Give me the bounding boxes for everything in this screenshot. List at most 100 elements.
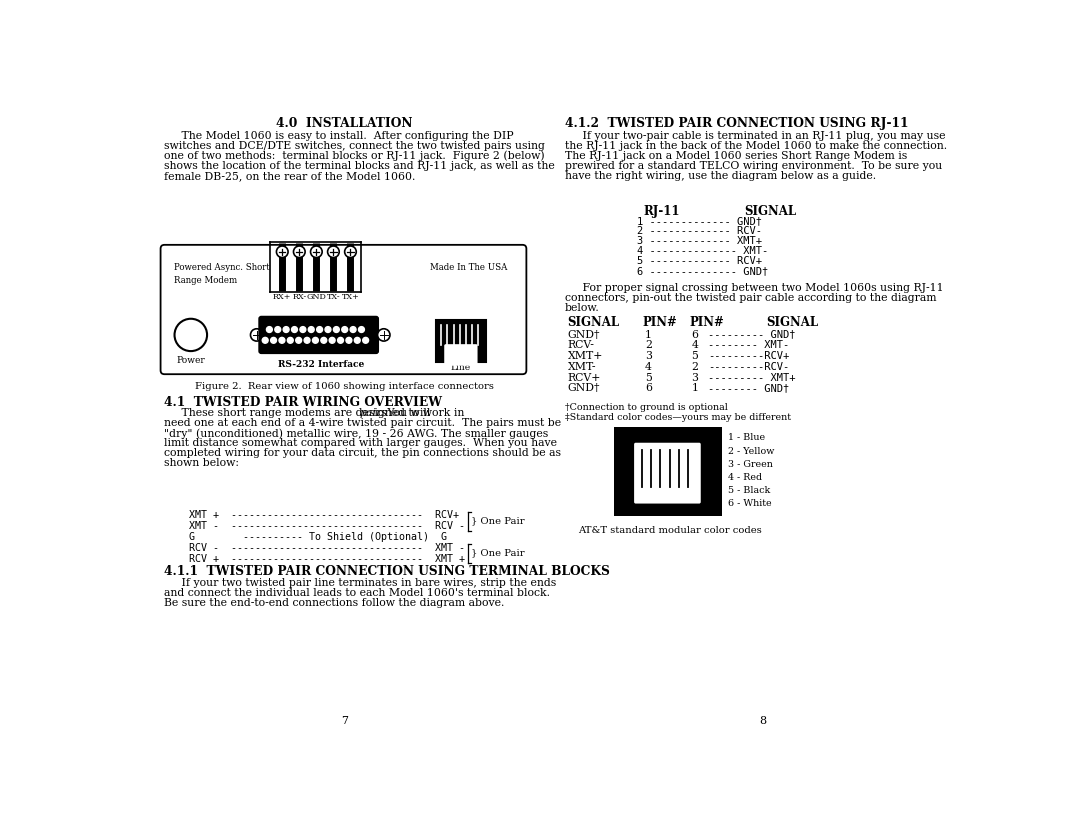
Text: limit distance somewhat compared with larger gauges.  When you have: limit distance somewhat compared with la… (164, 438, 557, 448)
Text: ---------RCV+: ---------RCV+ (708, 351, 789, 361)
Text: 4: 4 (645, 362, 652, 372)
Text: } One Pair: } One Pair (471, 548, 525, 557)
Circle shape (271, 338, 276, 344)
Text: 7: 7 (341, 716, 348, 726)
Text: 3: 3 (691, 373, 699, 383)
Text: For proper signal crossing between two Model 1060s using RJ-11: For proper signal crossing between two M… (565, 284, 944, 294)
Text: RCV -  --------------------------------  XMT -: RCV - -------------------------------- X… (189, 543, 465, 553)
Bar (435, 319, 486, 362)
Text: 4.1.1  TWISTED PAIR CONNECTION USING TERMINAL BLOCKS: 4.1.1 TWISTED PAIR CONNECTION USING TERM… (164, 565, 610, 578)
Text: AT&T standard modular color codes: AT&T standard modular color codes (578, 526, 761, 535)
Circle shape (359, 327, 364, 333)
Text: completed wiring for your data circuit, the pin connections should be as: completed wiring for your data circuit, … (164, 448, 562, 458)
Text: 4.0  INSTALLATION: 4.0 INSTALLATION (276, 117, 413, 130)
Text: 8: 8 (759, 716, 767, 726)
Text: have the right wiring, use the diagram below as a guide.: have the right wiring, use the diagram b… (565, 171, 876, 181)
Circle shape (294, 246, 306, 258)
Text: 2: 2 (691, 362, 699, 372)
FancyBboxPatch shape (161, 245, 526, 374)
Text: Made In The USA: Made In The USA (430, 264, 507, 273)
Text: 1 - Blue: 1 - Blue (728, 434, 765, 443)
Text: below.: below. (565, 304, 599, 314)
Text: TX+: TX+ (341, 294, 360, 301)
FancyBboxPatch shape (444, 344, 477, 366)
Text: one of two methods:  terminal blocks or RJ-11 jack.  Figure 2 (below): one of two methods: terminal blocks or R… (164, 151, 545, 162)
Text: 2: 2 (645, 340, 652, 350)
Text: SIGNAL: SIGNAL (744, 205, 797, 218)
Text: 4 -------------- XMT-: 4 -------------- XMT- (637, 246, 769, 256)
Text: XMT -  --------------------------------  RCV -: XMT - -------------------------------- R… (189, 521, 465, 531)
Text: 1 ------------- GND†: 1 ------------- GND† (637, 216, 762, 226)
Text: need one at each end of a 4-wire twisted pair circuit.  The pairs must be: need one at each end of a 4-wire twisted… (164, 418, 562, 428)
Circle shape (334, 327, 339, 333)
Circle shape (267, 327, 272, 333)
Text: XMT-: XMT- (567, 362, 596, 372)
Text: prewired for a standard TELCO wiring environment.  To be sure you: prewired for a standard TELCO wiring env… (565, 161, 943, 171)
Text: RCV +  --------------------------------  XMT +: RCV + -------------------------------- X… (189, 554, 465, 564)
Text: If your two-pair cable is terminated in an RJ-11 plug, you may use: If your two-pair cable is terminated in … (565, 131, 946, 141)
Circle shape (327, 246, 339, 258)
Text: RX+: RX+ (273, 294, 292, 301)
Text: SIGNAL: SIGNAL (767, 316, 819, 329)
Text: 4.1.2  TWISTED PAIR CONNECTION USING RJ-11: 4.1.2 TWISTED PAIR CONNECTION USING RJ-1… (565, 117, 908, 130)
Text: switches and DCE/DTE switches, connect the two twisted pairs using: switches and DCE/DTE switches, connect t… (164, 141, 545, 151)
Text: G        ---------- To Shield (Optional)  G: G ---------- To Shield (Optional) G (189, 532, 447, 542)
Circle shape (363, 338, 368, 344)
Text: 4: 4 (691, 340, 699, 350)
Circle shape (321, 338, 327, 344)
Text: The Model 1060 is easy to install.  After configuring the DIP: The Model 1060 is easy to install. After… (164, 131, 514, 141)
Text: RCV+: RCV+ (567, 373, 600, 383)
Text: ---------RCV-: ---------RCV- (708, 362, 789, 372)
Text: 4 - Red: 4 - Red (728, 473, 762, 482)
Text: RS-232 Interface: RS-232 Interface (278, 359, 364, 369)
Circle shape (378, 329, 390, 341)
Text: Be sure the end-to-end connections follow the diagram above.: Be sure the end-to-end connections follo… (164, 598, 504, 608)
Text: 3: 3 (645, 351, 652, 361)
Circle shape (305, 338, 310, 344)
Text: --------- GND†: --------- GND† (708, 329, 796, 339)
Text: XMT +  --------------------------------  RCV+: XMT + -------------------------------- R… (189, 510, 459, 520)
Circle shape (175, 319, 207, 351)
Circle shape (345, 246, 356, 258)
Circle shape (329, 338, 335, 344)
Text: shown below:: shown below: (164, 458, 240, 468)
Circle shape (292, 327, 297, 333)
FancyBboxPatch shape (634, 443, 701, 504)
Circle shape (325, 327, 330, 333)
Text: Power: Power (176, 356, 205, 365)
Bar (613, 427, 723, 516)
Text: Line: Line (450, 364, 471, 373)
Text: } One Pair: } One Pair (471, 516, 525, 525)
Text: 2 ------------- RCV-: 2 ------------- RCV- (637, 226, 762, 236)
Circle shape (316, 327, 323, 333)
Text: "dry" (unconditioned) metallic wire, 19 - 26 AWG. The smaller gauges: "dry" (unconditioned) metallic wire, 19 … (164, 428, 549, 439)
Text: Powered Async. Short
Range Modem: Powered Async. Short Range Modem (174, 264, 270, 285)
Text: 3 ------------- XMT+: 3 ------------- XMT+ (637, 236, 762, 246)
Text: 6 - White: 6 - White (728, 499, 771, 508)
Text: -------- XMT-: -------- XMT- (708, 340, 789, 350)
Text: GND†: GND† (567, 329, 600, 339)
Text: 1: 1 (691, 384, 699, 394)
Text: The RJ-11 jack on a Model 1060 series Short Range Modem is: The RJ-11 jack on a Model 1060 series Sh… (565, 151, 907, 161)
Circle shape (296, 338, 301, 344)
Text: XMT+: XMT+ (567, 351, 603, 361)
Text: PIN#: PIN# (643, 316, 677, 329)
Circle shape (312, 338, 319, 344)
Text: 6 -------------- GND†: 6 -------------- GND† (637, 266, 769, 276)
Text: female DB-25, on the rear of the Model 1060.: female DB-25, on the rear of the Model 1… (164, 171, 416, 181)
Text: 2 - Yellow: 2 - Yellow (728, 446, 774, 455)
Circle shape (350, 327, 356, 333)
Text: 5 ------------- RCV+: 5 ------------- RCV+ (637, 256, 762, 266)
Text: the RJ-11 jack in the back of the Model 1060 to make the connection.: the RJ-11 jack in the back of the Model … (565, 141, 947, 151)
Text: TX-: TX- (326, 294, 340, 301)
Text: If your two twisted pair line terminates in bare wires, strip the ends: If your two twisted pair line terminates… (164, 578, 556, 588)
Text: --------- XMT+: --------- XMT+ (708, 373, 796, 383)
FancyBboxPatch shape (259, 316, 378, 354)
Text: PIN#: PIN# (689, 316, 724, 329)
Circle shape (338, 338, 343, 344)
Circle shape (300, 327, 306, 333)
Text: -------- GND†: -------- GND† (708, 384, 789, 394)
Text: GND: GND (307, 294, 326, 301)
Text: RJ-11: RJ-11 (644, 205, 680, 218)
Circle shape (283, 327, 289, 333)
